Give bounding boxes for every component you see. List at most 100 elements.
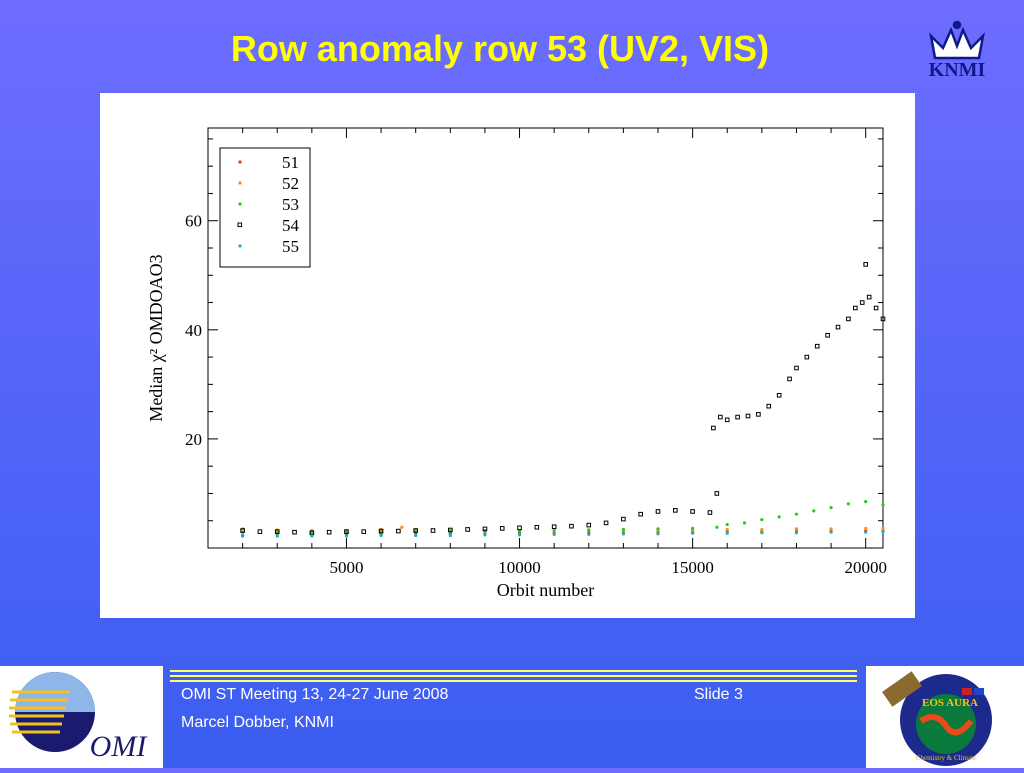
- data-point-series-55: [760, 531, 764, 535]
- data-point-series-54: [787, 376, 792, 382]
- footer-author: Marcel Dobber, KNMI: [181, 714, 334, 731]
- eos-logo-name: EOS AURA: [922, 697, 978, 709]
- data-point-series-54: [863, 262, 868, 267]
- data-point-series-55: [379, 533, 383, 538]
- data-point-series-54: [413, 528, 418, 533]
- data-point-series-54: [846, 316, 851, 322]
- data-point-series-54: [825, 332, 830, 338]
- y-tick-label: 20: [185, 430, 202, 449]
- chart-panel: 5000 10000 15000 20000 20 40 60 Orbit number …: [100, 93, 915, 618]
- data-point-series-54: [707, 510, 713, 515]
- x-axis: 5000 10000 15000 20000: [207, 128, 887, 577]
- data-point-series-54: [673, 508, 678, 513]
- satellite-icon: [882, 671, 922, 707]
- legend: 51 52 53 54 55: [219, 147, 311, 268]
- y-tick-label: 40: [185, 321, 202, 340]
- data-point-series-53: [552, 528, 556, 533]
- footer-line-bottom: [170, 680, 857, 682]
- data-point-series-54: [766, 403, 772, 409]
- data-point-series-55: [517, 533, 522, 537]
- data-point-series-54: [690, 509, 695, 514]
- legend-marker: [238, 160, 242, 164]
- data-point-series-54: [655, 509, 661, 514]
- data-point-series-54: [603, 520, 609, 526]
- data-point-series-54: [361, 529, 367, 534]
- data-point-series-54: [714, 491, 720, 496]
- data-point-series-53: [777, 515, 781, 519]
- data-point-series-55: [864, 530, 868, 534]
- data-point-series-54: [482, 526, 488, 532]
- data-point-series-53: [829, 506, 833, 510]
- data-point-series-55: [881, 530, 885, 534]
- data-point-series-54: [534, 524, 540, 530]
- data-point-series-55: [656, 532, 660, 536]
- data-point-series-52: [829, 527, 833, 531]
- data-point-series-52: [864, 526, 868, 530]
- data-point-series-53: [742, 521, 747, 525]
- data-point-series-55: [241, 534, 245, 538]
- legend-box: [219, 147, 311, 268]
- data-point-series-53: [517, 529, 522, 533]
- data-point-series-55: [275, 534, 279, 538]
- data-point-series-55: [794, 531, 799, 535]
- data-point-series-54: [551, 524, 557, 530]
- x-tick-label: 5000: [329, 558, 363, 577]
- data-point-series-52: [725, 527, 729, 532]
- data-point-series-54: [711, 425, 716, 431]
- data-point-series-53: [310, 531, 314, 535]
- data-point-series-52: [881, 526, 885, 530]
- data-point-series-54: [257, 529, 263, 534]
- data-point-series-54: [292, 529, 297, 535]
- data-point-series-54: [499, 526, 505, 531]
- omi-globe-icon: [9, 672, 95, 752]
- data-point-series-55: [310, 534, 314, 538]
- data-point-series-55: [552, 532, 556, 536]
- data-point-series-55: [829, 530, 833, 534]
- data-point-series-52: [794, 527, 799, 531]
- eos-logo-subtitle: Chemistry & Climate: [916, 754, 976, 762]
- knmi-logo-text: KNMI: [929, 59, 986, 80]
- y-axis: 20 40 60: [185, 138, 883, 522]
- footer-slide-number: Slide 3: [694, 686, 743, 703]
- data-point-series-54: [344, 529, 349, 534]
- data-point-series-55: [414, 533, 418, 538]
- plot-border: [207, 127, 884, 549]
- data-point-series-53: [864, 500, 868, 504]
- legend-marker: [237, 222, 243, 228]
- data-point-series-54: [240, 528, 245, 533]
- data-point-series-52: [400, 525, 404, 529]
- legend-label: 55: [282, 237, 299, 256]
- data-point-series-54: [835, 324, 841, 330]
- footer-meeting: OMI ST Meeting 13, 24-27 June 2008: [181, 686, 449, 703]
- data-point-series-55: [587, 532, 591, 536]
- x-axis-label: Orbit number: [497, 580, 594, 600]
- footer-line-top: [170, 670, 857, 672]
- data-points: [240, 262, 886, 538]
- data-point-series-53: [587, 528, 591, 532]
- data-point-series-53: [812, 509, 816, 513]
- data-point-series-53: [725, 522, 729, 527]
- data-point-series-55: [725, 531, 729, 535]
- data-point-series-54: [724, 417, 730, 423]
- data-point-series-54: [859, 300, 865, 305]
- data-point-series-53: [760, 518, 764, 522]
- data-point-series-54: [638, 511, 643, 517]
- legend-marker: [238, 181, 242, 185]
- data-point-series-53: [794, 512, 799, 516]
- data-point-series-53: [715, 525, 719, 529]
- omi-logo: OMI: [0, 666, 163, 768]
- data-point-series-54: [880, 316, 886, 322]
- data-point-series-54: [776, 392, 782, 398]
- data-point-series-55: [344, 534, 349, 538]
- legend-label: 52: [282, 174, 299, 193]
- data-point-series-54: [396, 528, 401, 534]
- legend-marker: [238, 202, 242, 206]
- data-point-series-54: [853, 305, 858, 311]
- x-tick-label: 15000: [671, 558, 714, 577]
- data-point-series-55: [691, 531, 695, 535]
- data-point-series-54: [735, 414, 740, 420]
- legend-label: 54: [282, 216, 300, 235]
- data-point-series-55: [483, 533, 487, 537]
- data-point-series-54: [814, 343, 820, 349]
